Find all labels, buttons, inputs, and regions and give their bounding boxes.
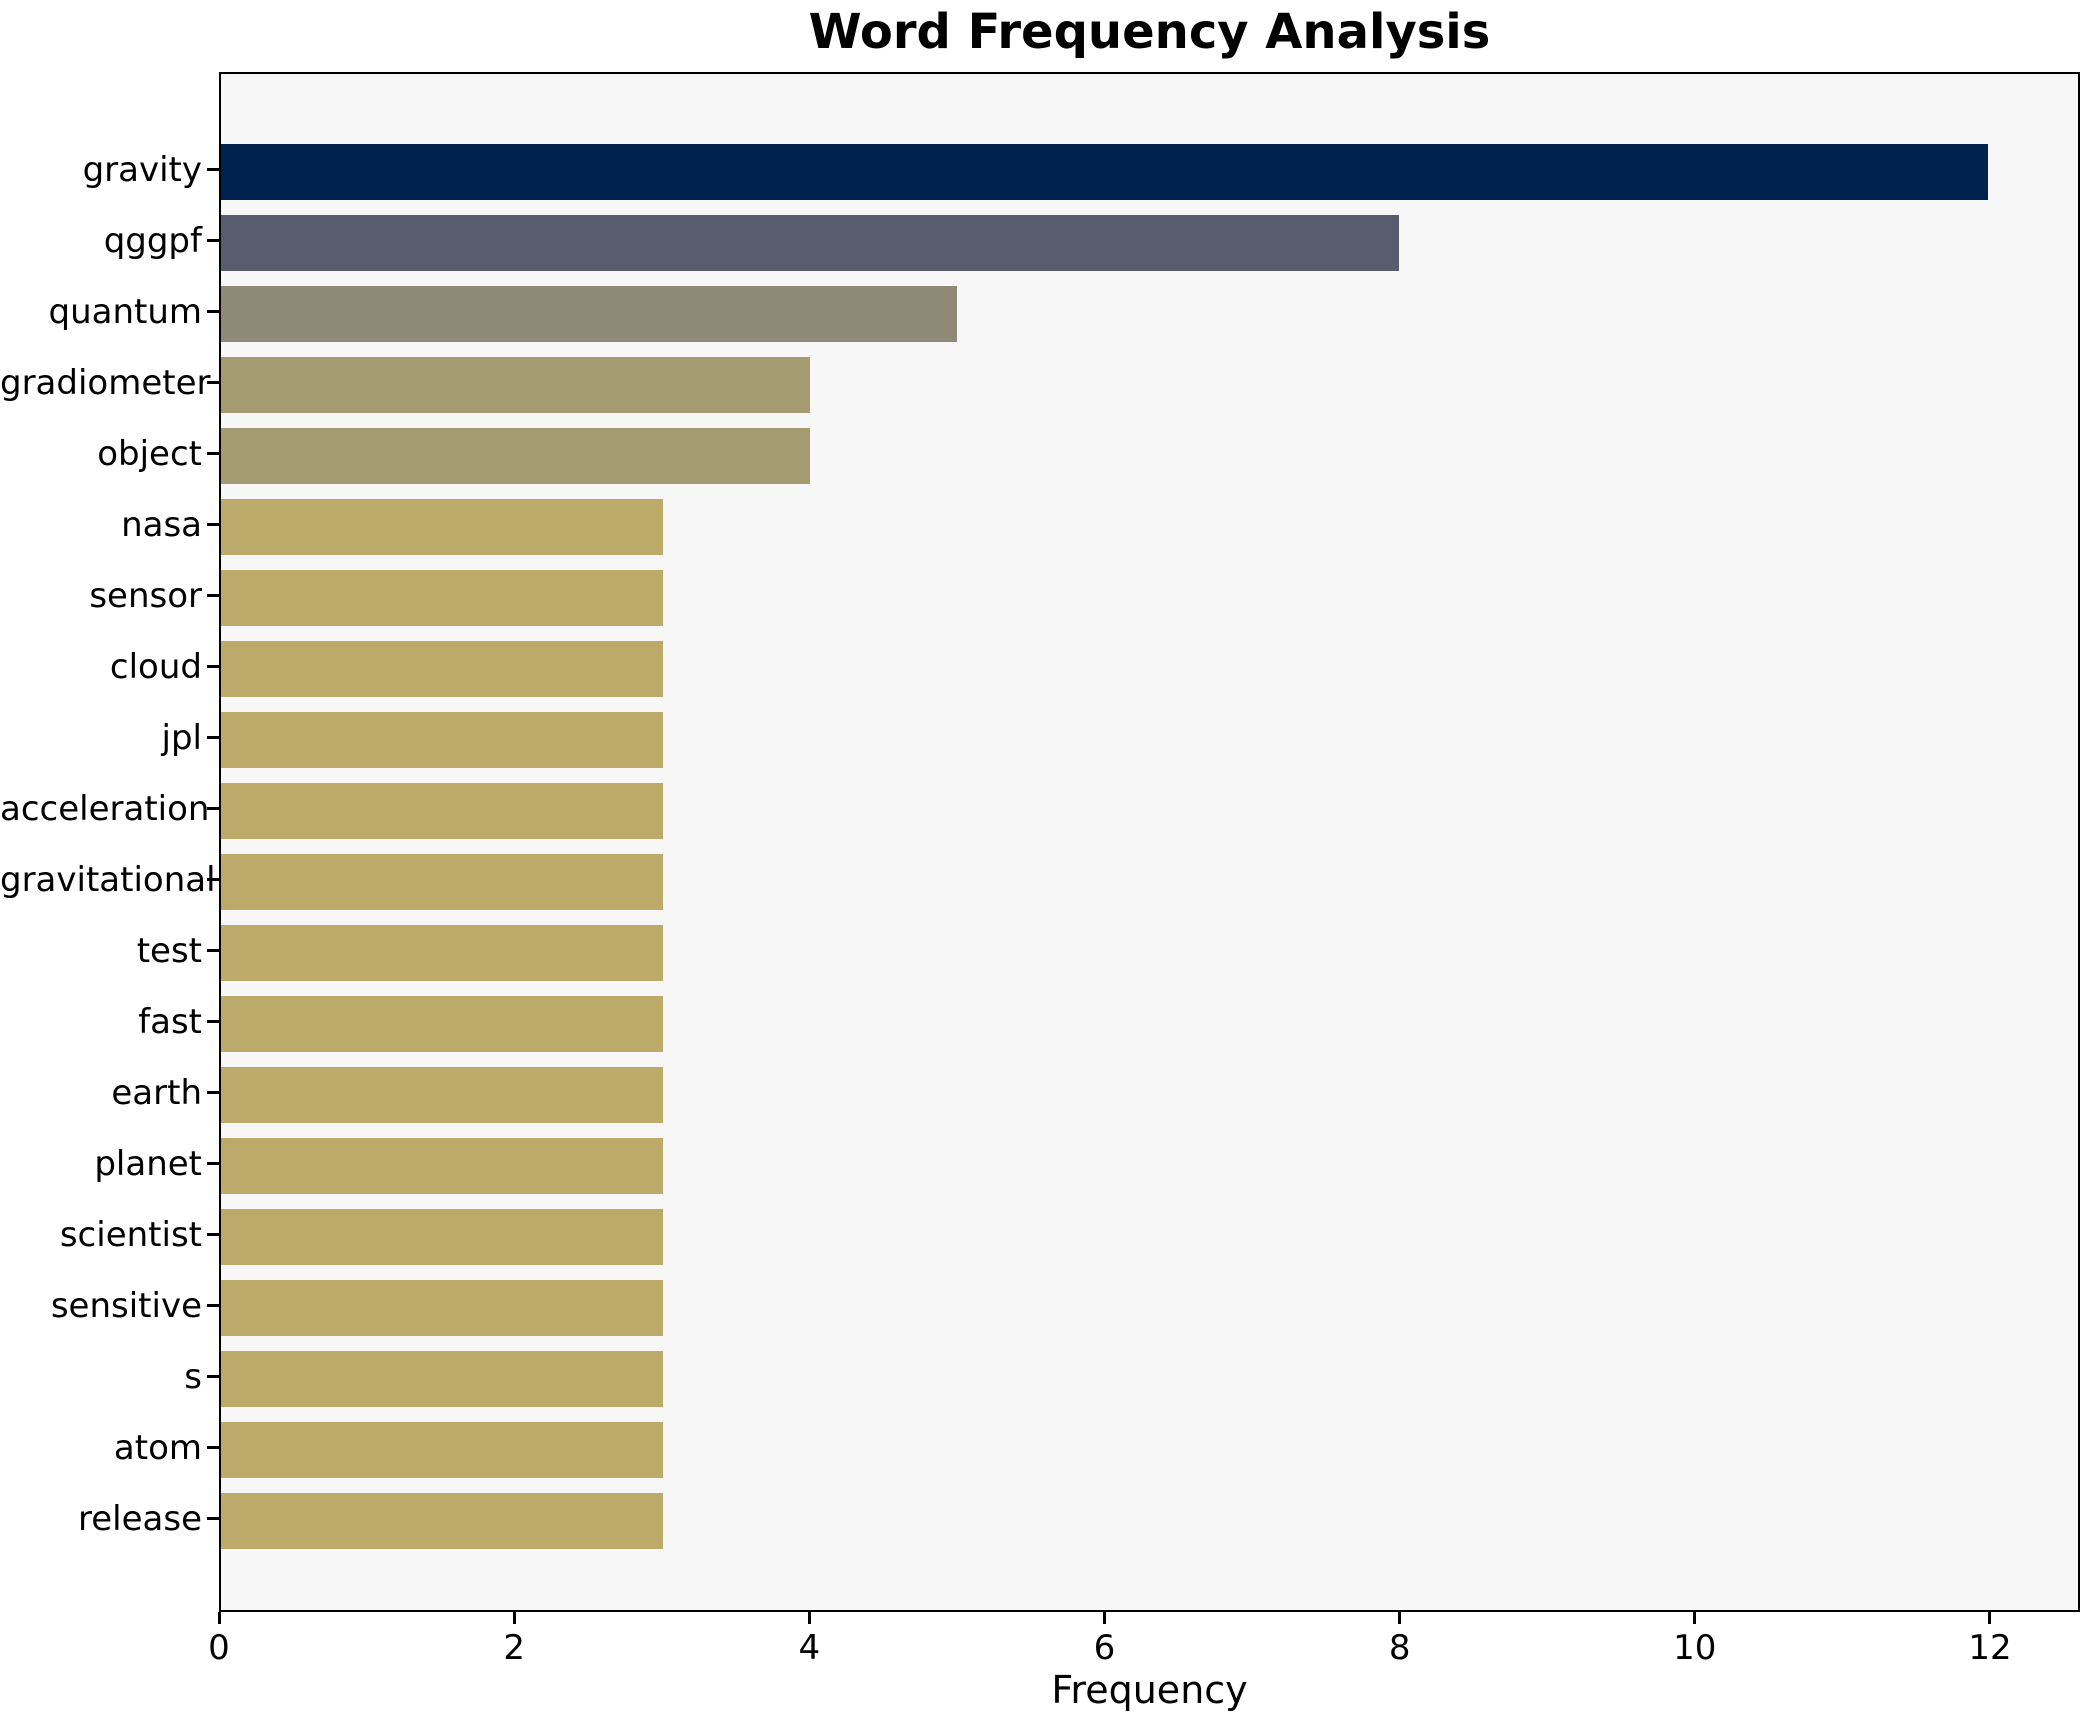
y-tick-label-jpl: jpl <box>161 717 202 758</box>
bars-layer <box>221 74 2078 1610</box>
y-tick-mark <box>207 1375 219 1378</box>
y-tick-mark <box>207 239 219 242</box>
y-tick-mark <box>207 594 219 597</box>
y-tick-mark <box>207 1446 219 1449</box>
y-tick-label-s: s <box>184 1356 202 1397</box>
bar-fast <box>221 995 663 1052</box>
y-tick-label-sensitive: sensitive <box>50 1285 202 1326</box>
x-tick-label-10: 10 <box>1673 1628 1717 1668</box>
y-tick-mark <box>207 665 219 668</box>
x-tick-label-2: 2 <box>503 1628 525 1668</box>
bar-gravity <box>221 143 1989 200</box>
y-tick-mark <box>207 949 219 952</box>
x-tick-label-8: 8 <box>1388 1628 1411 1668</box>
y-tick-mark <box>207 381 219 384</box>
bar-release <box>221 1492 663 1549</box>
y-tick-mark <box>207 736 219 739</box>
x-tick-label-6: 6 <box>1093 1628 1116 1668</box>
y-tick-mark <box>207 452 219 455</box>
bar-test <box>221 924 663 981</box>
bar-acceleration <box>221 782 663 839</box>
y-tick-label-object: object <box>97 433 202 474</box>
bar-object <box>221 427 811 484</box>
y-tick-label-atom: atom <box>113 1427 202 1468</box>
x-tick-mark <box>1693 1612 1697 1624</box>
bar-jpl <box>221 711 663 768</box>
bar-gradiometer <box>221 356 811 413</box>
x-tick-mark <box>1988 1612 1992 1624</box>
y-tick-mark <box>207 168 219 171</box>
y-tick-label-gravity: gravity <box>82 149 202 190</box>
bar-nasa <box>221 498 663 555</box>
bar-atom <box>221 1421 663 1478</box>
y-tick-label-sensor: sensor <box>89 575 202 616</box>
plot-area <box>219 72 2080 1612</box>
x-axis-title: Frequency <box>1051 1668 1248 1712</box>
y-tick-label-earth: earth <box>111 1072 202 1113</box>
y-tick-mark <box>207 523 219 526</box>
y-tick-label-acceleration: acceleration <box>0 788 210 829</box>
x-tick-label-4: 4 <box>798 1628 821 1668</box>
y-tick-mark <box>207 310 219 313</box>
y-tick-label-gravitational: gravitational <box>0 859 216 900</box>
x-tick-label-0: 0 <box>208 1628 230 1668</box>
x-tick-mark <box>1102 1612 1106 1624</box>
y-tick-mark <box>207 807 219 810</box>
chart-title: Word Frequency Analysis <box>808 4 1491 60</box>
y-tick-mark <box>207 1091 219 1094</box>
y-tick-mark <box>207 1304 219 1307</box>
bar-s <box>221 1350 663 1407</box>
x-tick-mark <box>1398 1612 1402 1624</box>
y-tick-label-release: release <box>78 1498 202 1539</box>
y-tick-label-planet: planet <box>94 1143 202 1184</box>
x-tick-label-12: 12 <box>1968 1628 2012 1668</box>
y-tick-label-quantum: quantum <box>48 291 202 332</box>
bar-qggpf <box>221 214 1400 271</box>
y-tick-mark <box>207 1020 219 1023</box>
x-tick-mark <box>217 1612 221 1624</box>
y-tick-label-scientist: scientist <box>59 1214 202 1255</box>
bar-sensitive <box>221 1279 663 1336</box>
x-tick-mark <box>807 1612 811 1624</box>
y-tick-mark <box>207 878 219 881</box>
y-tick-label-qggpf: qggpf <box>103 220 202 261</box>
y-tick-mark <box>207 1233 219 1236</box>
bar-gravitational <box>221 853 663 910</box>
y-tick-label-nasa: nasa <box>121 504 202 545</box>
bar-scientist <box>221 1208 663 1265</box>
y-tick-label-fast: fast <box>138 1001 202 1042</box>
y-tick-mark <box>207 1517 219 1520</box>
y-tick-mark <box>207 1162 219 1165</box>
x-tick-mark <box>512 1612 516 1624</box>
y-tick-label-gradiometer: gradiometer <box>0 362 211 403</box>
bar-quantum <box>221 285 958 342</box>
bar-cloud <box>221 640 663 697</box>
bar-earth <box>221 1066 663 1123</box>
y-tick-label-test: test <box>136 930 202 971</box>
bar-planet <box>221 1137 663 1194</box>
y-tick-label-cloud: cloud <box>109 646 202 687</box>
bar-sensor <box>221 569 663 626</box>
